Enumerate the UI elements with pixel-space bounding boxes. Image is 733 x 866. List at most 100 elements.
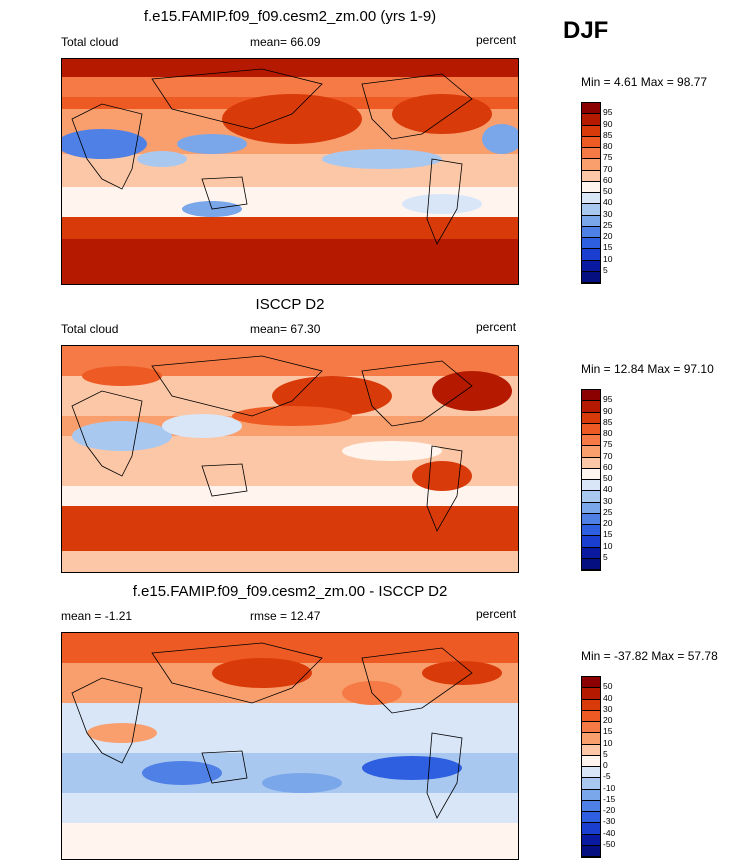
panel-2-left-label: Total cloud xyxy=(61,322,119,336)
colorbar-tick-label: 5 xyxy=(603,264,608,275)
colorbar-swatch xyxy=(582,423,600,435)
panel-3-title: f.e15.FAMIP.f09_f09.cesm2_zm.00 - ISCCP … xyxy=(132,583,448,600)
colorbar-swatch xyxy=(582,181,600,193)
colorbar-swatch xyxy=(582,536,600,548)
colorbar-swatch xyxy=(582,744,600,756)
colorbar-tick-label: 90 xyxy=(603,405,613,416)
colorbar-swatch xyxy=(582,767,600,779)
colorbar-swatch xyxy=(582,170,600,182)
panel-1-left-label: Total cloud xyxy=(61,35,119,49)
colorbar-tick-label: 30 xyxy=(603,495,613,506)
colorbar-tick-label: 0 xyxy=(603,760,608,770)
colorbar-tick-label: -40 xyxy=(603,827,616,838)
colorbar-swatch xyxy=(582,114,600,126)
colorbar-tick-label: 20 xyxy=(603,715,613,725)
colorbar-swatch xyxy=(582,845,600,857)
colorbar-tick-label: 20 xyxy=(603,518,613,528)
colorbar-swatch xyxy=(582,446,600,458)
panel-1-units: percent xyxy=(476,33,517,47)
colorbar-swatch xyxy=(582,699,600,711)
colorbar-swatch xyxy=(582,789,600,801)
colorbar-tick-label: 60 xyxy=(603,461,613,472)
colorbar-swatch xyxy=(582,491,600,503)
panel-2-map xyxy=(61,345,519,573)
colorbar-tick-label: 40 xyxy=(603,197,613,208)
colorbar-swatch xyxy=(582,823,600,835)
colorbar-tick-label: 40 xyxy=(603,692,613,703)
colorbar-tick-label: 25 xyxy=(603,506,613,517)
panel-3-minmax: Min = -37.82 Max = 57.78 xyxy=(581,649,718,663)
colorbar-swatch xyxy=(582,834,600,846)
colorbar-tick-label: 70 xyxy=(603,163,613,174)
colorbar-tick-label: 5 xyxy=(603,551,608,562)
colorbar-swatch xyxy=(582,722,600,734)
colorbar-swatch xyxy=(582,204,600,216)
colorbar-tick-label: 10 xyxy=(603,540,613,551)
colorbar-swatch xyxy=(582,688,600,700)
colorbar-tick-label: 5 xyxy=(603,748,608,759)
colorbar-swatch xyxy=(582,677,600,689)
colorbar-swatch xyxy=(582,513,600,525)
colorbar-swatch xyxy=(582,755,600,767)
colorbar-tick-label: -30 xyxy=(603,816,616,827)
colorbar-tick-label: -10 xyxy=(603,782,616,793)
panel-2-title: ISCCP D2 xyxy=(255,296,325,313)
colorbar-swatch xyxy=(582,480,600,492)
colorbar-swatch xyxy=(582,547,600,559)
panel-3-left-label: mean = -1.21 xyxy=(61,609,133,623)
colorbar-swatch xyxy=(582,412,600,424)
colorbar-tick-label: 80 xyxy=(603,141,613,151)
colorbar-tick-label: 85 xyxy=(603,129,613,140)
colorbar-tick-label: 15 xyxy=(603,529,613,540)
colorbar-swatch xyxy=(582,271,600,283)
colorbar-tick-label: 70 xyxy=(603,450,613,461)
colorbar-swatch xyxy=(582,193,600,205)
colorbar-tick-label: 75 xyxy=(603,439,613,450)
colorbar-swatch xyxy=(582,812,600,824)
colorbar-swatch xyxy=(582,401,600,413)
colorbar-tick-label: 85 xyxy=(603,416,613,427)
colorbar-tick-label: 10 xyxy=(603,253,613,264)
panel-1-title: f.e15.FAMIP.f09_f09.cesm2_zm.00 (yrs 1-9… xyxy=(143,8,437,25)
colorbar-tick-label: 60 xyxy=(603,174,613,185)
colorbar-swatch xyxy=(582,226,600,238)
colorbar-swatch xyxy=(582,468,600,480)
colorbar-swatch xyxy=(582,457,600,469)
colorbar-swatch xyxy=(582,778,600,790)
colorbar-swatch xyxy=(582,125,600,137)
colorbar-swatch xyxy=(582,733,600,745)
colorbar-tick-label: -15 xyxy=(603,793,616,804)
colorbar-tick-label: -50 xyxy=(603,838,616,849)
colorbar-tick-label: 95 xyxy=(603,107,613,118)
colorbar-tick-label: 15 xyxy=(603,726,613,737)
season-label: DJF xyxy=(563,17,609,44)
colorbar-tick-label: 95 xyxy=(603,394,613,405)
colorbar-swatch xyxy=(582,159,600,171)
panel-2-center-label: mean= 67.30 xyxy=(250,322,321,336)
colorbar-tick-label: 20 xyxy=(603,231,613,241)
panel-2-minmax: Min = 12.84 Max = 97.10 xyxy=(581,362,714,376)
colorbar-swatch xyxy=(582,136,600,148)
colorbar-tick-label: 25 xyxy=(603,219,613,230)
colorbar-tick-label: -20 xyxy=(603,805,616,815)
colorbar-swatch xyxy=(582,502,600,514)
panel-1-colorbar: 95 90 85 80 75 70 60 50 40 30 25 20 15 10 5 xyxy=(581,102,641,284)
panel-1-center-label: mean= 66.09 xyxy=(250,35,321,49)
colorbar-swatch xyxy=(582,148,600,160)
panel-2-units: percent xyxy=(476,320,517,334)
colorbar-swatch xyxy=(582,525,600,537)
colorbar-tick-label: 10 xyxy=(603,737,613,748)
panel-3-colorbar: 50 40 30 20 15 10 5 0 -5 -10 -15 -20 -30 -40 -50 xyxy=(581,676,641,858)
colorbar-tick-label: 75 xyxy=(603,152,613,163)
colorbar-tick-label: 50 xyxy=(603,681,613,692)
panel-3-map xyxy=(61,632,519,860)
colorbar-tick-label: 50 xyxy=(603,473,613,483)
colorbar-tick-label: 30 xyxy=(603,703,613,714)
colorbar-swatch xyxy=(582,260,600,272)
panel-3-center-label: rmse = 12.47 xyxy=(250,609,321,623)
colorbar-tick-label: 80 xyxy=(603,428,613,438)
colorbar-swatch xyxy=(582,800,600,812)
colorbar-swatch xyxy=(582,558,600,570)
panel-1-minmax: Min = 4.61 Max = 98.77 xyxy=(581,75,708,89)
colorbar-tick-label: 30 xyxy=(603,208,613,219)
